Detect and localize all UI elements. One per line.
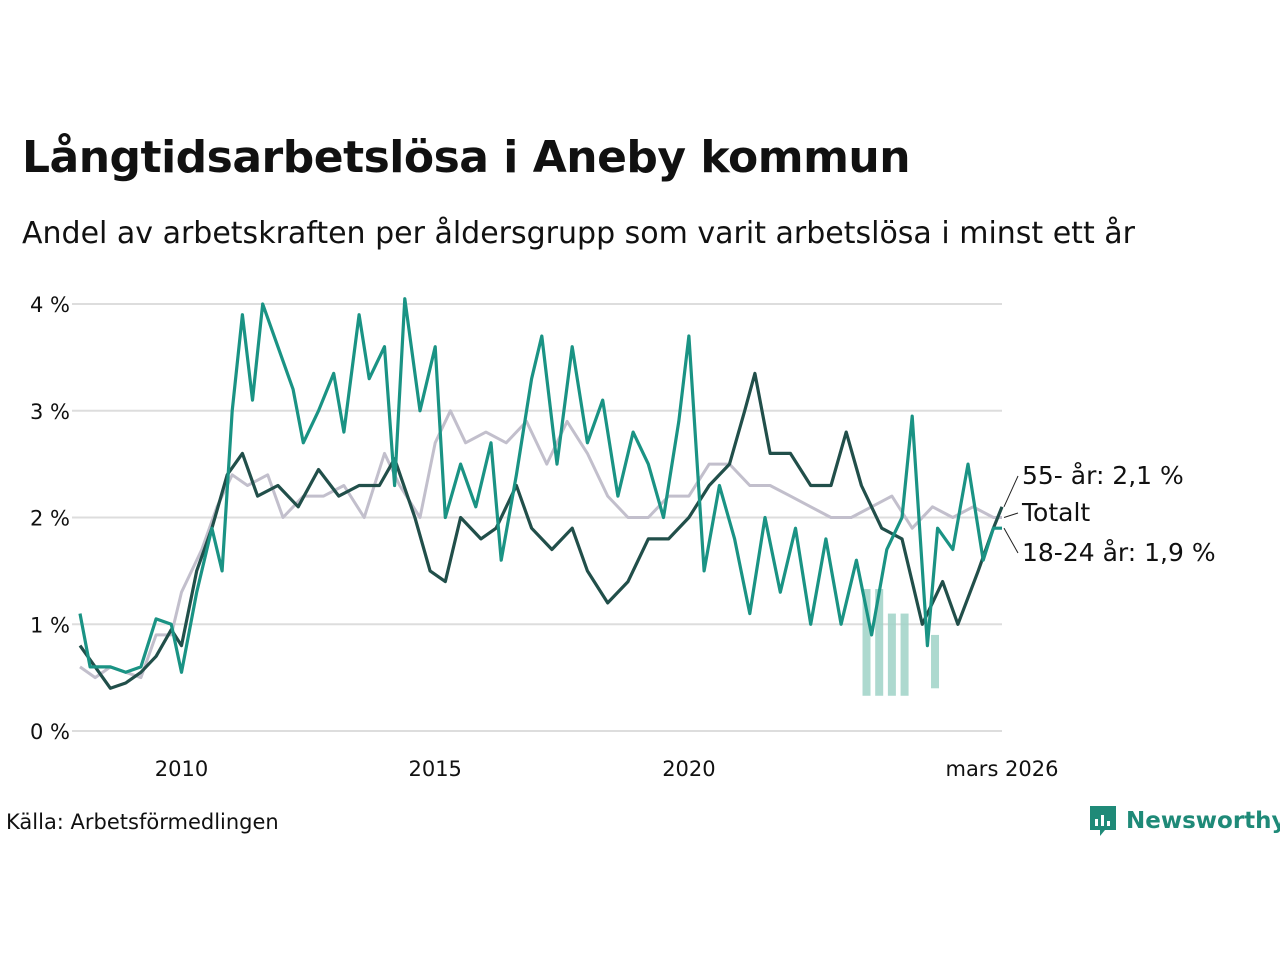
newsworthy-logo[interactable]: Newsworthy: [1088, 804, 1280, 838]
series-line-18-24-r: [78, 297, 1002, 674]
y-tick-label: 0 %: [30, 720, 70, 744]
y-axis-ticks: 0 % 1 % 2 % 3 % 4 %: [30, 293, 70, 744]
y-tick-label: 1 %: [30, 613, 70, 637]
y-tick-label: 3 %: [30, 400, 70, 424]
series-line-Totalt: [79, 409, 1002, 680]
source-note: Källa: Arbetsförmedlingen: [6, 810, 279, 834]
band-bar-3: [900, 613, 909, 696]
band-bar-1: [875, 589, 884, 696]
newsworthy-logo-icon: [1090, 806, 1116, 836]
band-bar-0: [862, 589, 871, 696]
x-tick-label: 2010: [155, 757, 208, 781]
y-tick-label: 2 %: [30, 507, 70, 531]
x-tick-label: mars 2026: [945, 757, 1058, 781]
end-label-Totalt: Totalt: [1021, 498, 1090, 527]
x-tick-label: 2015: [408, 757, 461, 781]
series-lines: [78, 297, 1004, 690]
y-tick-label: 4 %: [30, 293, 70, 317]
end-label-leader: [1003, 512, 1019, 518]
x-axis-ticks: 2010 2015 2020 mars 2026: [155, 757, 1059, 781]
band-bar-2: [887, 613, 896, 696]
x-tick-label: 2020: [662, 757, 715, 781]
gridlines: [72, 303, 1002, 732]
end-label-55-r: 55- år: 2,1 %: [1022, 461, 1184, 490]
chart-subtitle: Andel av arbetskraften per åldersgrupp s…: [22, 216, 1135, 251]
chart-title: Långtidsarbetslösa i Aneby kommun: [22, 132, 911, 183]
end-label-leader: [1003, 527, 1019, 554]
end-label-leader: [1003, 475, 1019, 508]
uncertainty-band: [862, 589, 940, 696]
newsworthy-logo-text: Newsworthy: [1126, 808, 1280, 834]
line-chart: 0 % 1 % 2 % 3 % 4 % 2010 2015 2020 mars 2026 To…: [30, 293, 1216, 781]
series-end-labels: Totalt 55- år: 2,1 % 18-24 år: 1,9 %: [1003, 461, 1216, 567]
end-label-18-24-r: 18-24 år: 1,9 %: [1022, 538, 1216, 567]
band-bar-4: [931, 634, 940, 689]
